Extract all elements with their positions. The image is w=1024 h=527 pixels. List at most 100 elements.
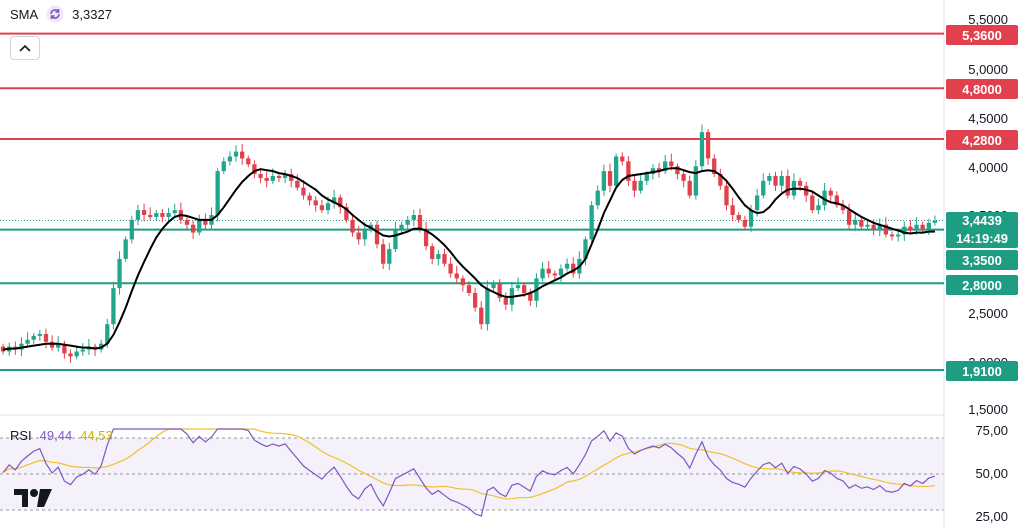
price-tick: 1,5000 bbox=[968, 402, 1008, 417]
candle-body bbox=[889, 234, 895, 237]
candle-body bbox=[374, 224, 380, 245]
candle-body bbox=[111, 288, 116, 325]
level-tag-5360: 5,3600 bbox=[946, 25, 1018, 45]
candle-body bbox=[362, 229, 367, 240]
candle-body bbox=[865, 224, 870, 227]
price-pane bbox=[0, 0, 944, 415]
candle-body bbox=[748, 210, 754, 227]
candle-body bbox=[705, 132, 711, 159]
candle-body bbox=[270, 176, 275, 181]
candle-body bbox=[926, 222, 931, 229]
candle-body bbox=[914, 224, 919, 231]
candle-body bbox=[221, 161, 226, 172]
candle-body bbox=[37, 333, 42, 336]
candle-body bbox=[834, 195, 839, 206]
candle-body bbox=[908, 226, 913, 231]
chevron-up-icon bbox=[19, 44, 31, 52]
candle-body bbox=[442, 254, 447, 264]
candle-body bbox=[638, 180, 643, 191]
candle-body bbox=[932, 220, 938, 223]
candle-body bbox=[601, 171, 607, 191]
candle-body bbox=[620, 156, 625, 162]
candle-body bbox=[184, 219, 190, 225]
current-price-tag: 3,4439 14:19:49 bbox=[946, 212, 1018, 248]
level-tag-3350: 3,3500 bbox=[946, 250, 1018, 270]
level-tag-2800: 2,8000 bbox=[946, 275, 1018, 295]
candle-body bbox=[840, 205, 846, 211]
candle-body bbox=[626, 161, 631, 181]
candle-body bbox=[405, 219, 410, 225]
candle-body bbox=[883, 224, 889, 235]
candle-body bbox=[718, 174, 723, 186]
candle-body bbox=[828, 190, 833, 196]
candle-body bbox=[282, 174, 288, 178]
candle-body bbox=[264, 177, 269, 181]
collapse-legend-button[interactable] bbox=[10, 36, 40, 60]
refresh-icon[interactable] bbox=[46, 5, 64, 23]
candle-body bbox=[454, 273, 459, 279]
candle-body bbox=[203, 219, 208, 225]
candle-body bbox=[779, 176, 784, 186]
candle-body bbox=[797, 180, 803, 186]
candle-body bbox=[80, 349, 85, 352]
candle-body bbox=[141, 210, 147, 215]
candle-body bbox=[381, 244, 386, 264]
candle-body bbox=[644, 174, 649, 181]
rsi-tick: 75,00 bbox=[975, 423, 1008, 438]
candle-body bbox=[68, 353, 73, 357]
candle-body bbox=[172, 210, 177, 214]
candle-body bbox=[810, 195, 815, 211]
candle-body bbox=[430, 246, 435, 259]
candle-body bbox=[522, 285, 527, 293]
candle-body bbox=[319, 205, 325, 211]
candle-body bbox=[699, 132, 705, 167]
rsi-ma-value: 44,53 bbox=[80, 428, 113, 443]
candle-body bbox=[754, 195, 760, 211]
candle-body bbox=[190, 224, 196, 233]
candle-body bbox=[877, 224, 882, 230]
candle-body bbox=[503, 297, 508, 305]
price-tick: 5,5000 bbox=[968, 12, 1008, 27]
candle-body bbox=[233, 151, 239, 157]
candle-body bbox=[313, 200, 318, 206]
candle-body bbox=[681, 174, 686, 181]
candle-body bbox=[350, 219, 355, 233]
rsi-band bbox=[0, 438, 944, 510]
candle-body bbox=[227, 156, 233, 162]
candle-body bbox=[736, 215, 741, 220]
candle-body bbox=[129, 219, 134, 240]
candle-body bbox=[712, 158, 717, 175]
candle-body bbox=[607, 171, 613, 186]
candle-body bbox=[773, 176, 778, 186]
candle-body bbox=[589, 205, 594, 240]
candle-body bbox=[43, 333, 49, 342]
candle-body bbox=[479, 307, 484, 325]
candle-body bbox=[307, 195, 312, 201]
candle-body bbox=[859, 219, 864, 227]
candle-body bbox=[816, 205, 821, 211]
candle-body bbox=[240, 151, 245, 159]
candle-body bbox=[546, 268, 551, 274]
candle-body bbox=[148, 215, 153, 217]
candle-body bbox=[497, 283, 502, 298]
rsi-ma-line bbox=[2, 428, 935, 500]
rsi-line bbox=[2, 428, 936, 517]
candle-body bbox=[920, 224, 925, 229]
level-tag-4280: 4,2800 bbox=[946, 130, 1018, 150]
candle-body bbox=[558, 268, 564, 276]
sma-value: 3,3327 bbox=[72, 6, 112, 22]
candle-body bbox=[338, 197, 343, 208]
candle-body bbox=[25, 339, 30, 344]
candle-body bbox=[56, 343, 61, 348]
candle-body bbox=[515, 285, 521, 289]
candle-body bbox=[687, 180, 692, 196]
candle-countdown: 14:19:49 bbox=[955, 231, 1009, 246]
current-price: 3,4439 bbox=[962, 213, 1002, 228]
candle-body bbox=[583, 239, 588, 259]
candle-body bbox=[540, 268, 545, 279]
candle-body bbox=[693, 166, 698, 196]
level-tag-4800: 4,8000 bbox=[946, 79, 1018, 99]
tradingview-logo[interactable] bbox=[14, 487, 52, 514]
candle-body bbox=[902, 226, 907, 235]
